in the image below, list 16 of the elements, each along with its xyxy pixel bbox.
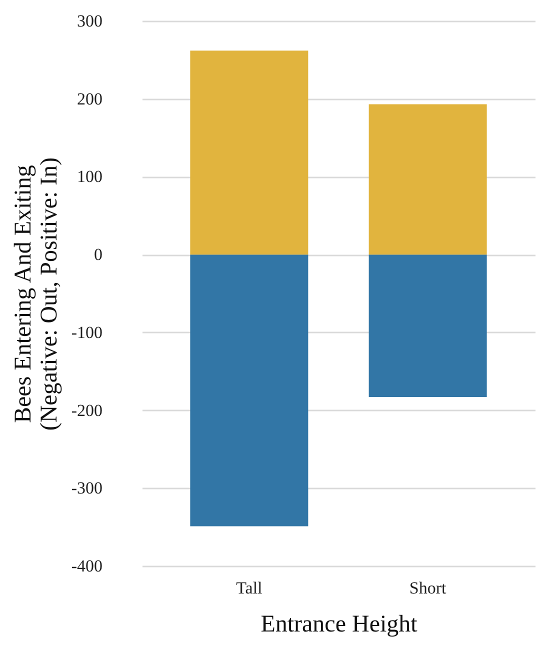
y-axis-title: Bees Entering And Exiting (Negative: Out, Positive: In) <box>10 157 62 431</box>
x-tick-label: Tall <box>236 578 263 598</box>
y-tick-label: 200 <box>77 89 102 108</box>
x-axis-title: Entrance Height <box>260 612 418 638</box>
y-tick-label: -200 <box>71 400 102 420</box>
bar <box>190 50 308 255</box>
bar <box>190 254 308 526</box>
y-tick-label: -400 <box>71 556 102 576</box>
y-tick-label: 100 <box>77 167 102 186</box>
y-tick-label: -100 <box>71 322 102 342</box>
y-tick-label: -300 <box>71 478 102 498</box>
y-tick-label: 0 <box>94 245 102 264</box>
y-tick-label: 300 <box>77 12 102 30</box>
bar <box>368 254 487 398</box>
x-tick-label: Short <box>409 578 447 598</box>
bar <box>368 104 487 255</box>
